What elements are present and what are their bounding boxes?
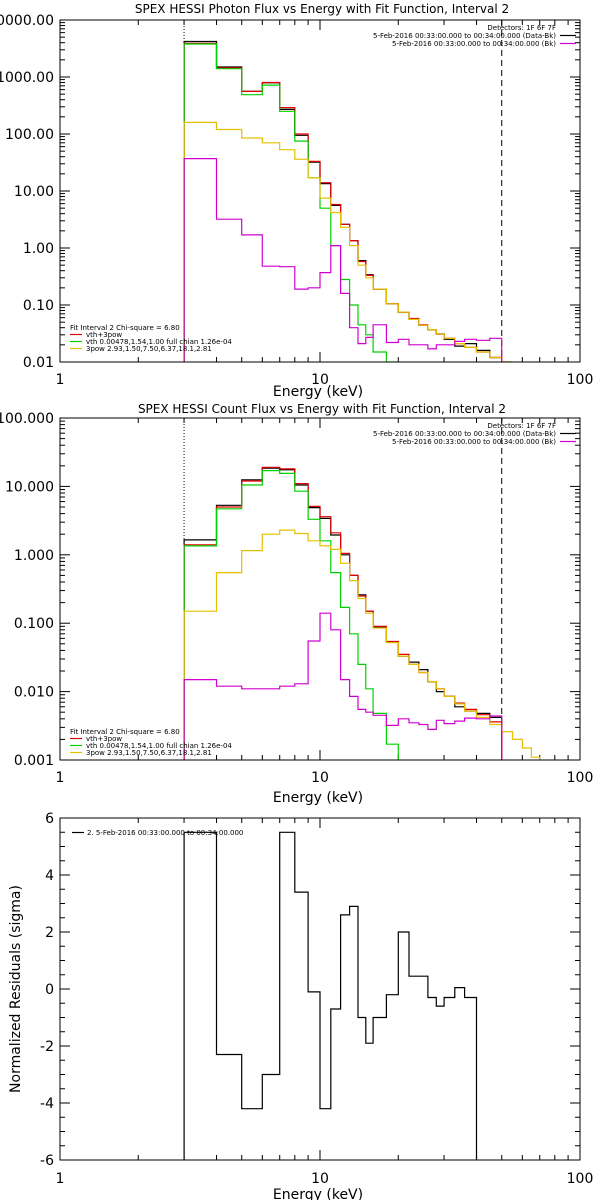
photon-flux-legend-bottom-item: vth 0.00478,1.54,1.00 full chian 1.26e-0… [86, 338, 232, 346]
photon-flux-y-tick-label: 1000.00 [0, 70, 54, 86]
photon-flux-y-tick-label: 1.00 [23, 241, 54, 257]
residuals-x-tick-label: 1 [56, 1171, 65, 1187]
count-flux-series-red [183, 466, 503, 760]
count-flux-series-yellow [183, 529, 541, 760]
count-flux-y-tick-label: 0.001 [14, 753, 54, 769]
photon-flux-y-tick-label: 0.01 [23, 355, 54, 371]
count-flux-legend-top-item: 5-Feb-2016 00:33:00.000 to 00:34:00.000 … [392, 438, 556, 446]
photon-flux-frame [59, 19, 581, 363]
photon-flux-legend-top-item: Detectors: 1F 6F 7F [487, 24, 556, 32]
residuals-plot-area: 1 10 100 6 4 2 0 -2 -4 -6 2. 5-Feb-2016 00:33:00.0… [40, 811, 593, 1187]
photon-flux-panel: SPEX HESSI Photon Flux vs Energy with Fi… [0, 2, 593, 400]
count-flux-title: SPEX HESSI Count Flux vs Energy with Fit… [138, 402, 506, 416]
residuals-frame [59, 817, 581, 1161]
count-flux-y-tick-label: 0.010 [14, 685, 54, 701]
residuals-y-tick-label: 0 [45, 982, 54, 998]
count-flux-plot-area: 1 10 100 100.000 10.000 1.000 0.100 0.010 0.001 D… [0, 411, 593, 786]
photon-flux-x-tick-label: 1 [56, 372, 65, 388]
residuals-legend-item: 2. 5-Feb-2016 00:33:00.000 to 00:34:00.0… [87, 829, 243, 837]
count-flux-legend-top-item: 5-Feb-2016 00:33:00.000 to 00:34:00.000 … [373, 430, 556, 438]
count-flux-y-tick-label: 10.000 [5, 479, 54, 495]
count-flux-series-black [183, 467, 503, 760]
count-flux-x-tick-label: 100 [567, 770, 594, 786]
count-flux-y-tick-label: 1.000 [14, 548, 54, 564]
photon-flux-title: SPEX HESSI Photon Flux vs Energy with Fi… [135, 2, 509, 16]
photon-flux-legend-top-item: 5-Feb-2016 00:33:00.000 to 00:34:00.000 … [392, 40, 556, 48]
photon-flux-x-tick-label: 10 [311, 372, 329, 388]
count-flux-legend-bottom-item: Fit Interval 2 Chi-square = 6.80 [70, 728, 180, 736]
count-flux-panel: SPEX HESSI Count Flux vs Energy with Fit… [0, 402, 593, 806]
photon-flux-y-tick-label: 100.00 [5, 127, 54, 143]
residuals-series-black [183, 831, 478, 1160]
photon-flux-x-axis-label: Energy (keV) [273, 384, 363, 400]
photon-flux-x-tick-label: 100 [567, 372, 594, 388]
photon-flux-series-magenta [183, 158, 503, 362]
count-flux-legend-top-item: Detectors: 1F 6F 7F [487, 422, 556, 430]
residuals-y-tick-label: -4 [40, 1096, 54, 1112]
count-flux-legend-bottom-item: 3pow 2.93,1.50,7.50,6.37,18.1,2.81 [86, 749, 212, 757]
count-flux-series-green [183, 470, 399, 760]
residuals-y-tick-label: -2 [40, 1039, 54, 1055]
count-flux-series-magenta [183, 612, 503, 760]
count-flux-legend-bottom-item: vth+3pow [86, 735, 122, 743]
residuals-x-axis-label: Energy (keV) [273, 1187, 363, 1200]
photon-flux-series-green [183, 43, 399, 362]
count-flux-legend-bottom-item: vth 0.00478,1.54,1.00 full chian 1.26e-0… [86, 742, 232, 750]
count-flux-y-tick-label: 0.100 [14, 616, 54, 632]
photon-flux-series-yellow [183, 121, 513, 362]
residuals-y-tick-label: 4 [45, 868, 54, 884]
count-flux-y-tick-label: 100.000 [0, 411, 54, 427]
residuals-y-axis-label: Normalized Residuals (sigma) [8, 885, 24, 1093]
residuals-x-tick-label: 10 [311, 1171, 329, 1187]
photon-flux-y-tick-label: 0.10 [23, 298, 54, 314]
photon-flux-legend-top-item: 5-Feb-2016 00:33:00.000 to 00:34:00.000 … [373, 32, 556, 40]
photon-flux-legend-bottom-item: 3pow 2.93,1.50,7.50,6.37,18.1,2.81 [86, 345, 212, 353]
photon-flux-legend-bottom-item: vth+3pow [86, 331, 122, 339]
residuals-y-tick-label: 6 [45, 811, 54, 827]
residuals-y-tick-label: 2 [45, 925, 54, 941]
residuals-x-tick-label: 100 [567, 1171, 594, 1187]
photon-flux-series-red [183, 42, 513, 362]
count-flux-x-tick-label: 10 [311, 770, 329, 786]
count-flux-x-axis-label: Energy (keV) [273, 790, 363, 806]
photon-flux-y-tick-label: 10.00 [14, 184, 54, 200]
count-flux-frame [59, 417, 581, 761]
residuals-panel: 1 10 100 6 4 2 0 -2 -4 -6 2. 5-Feb-2016 00:33:00.0… [8, 811, 593, 1200]
photon-flux-legend-bottom-item: Fit Interval 2 Chi-square = 6.80 [70, 324, 180, 332]
residuals-y-tick-label: -6 [40, 1153, 54, 1169]
photon-flux-series-black [183, 40, 503, 362]
count-flux-x-tick-label: 1 [56, 770, 65, 786]
